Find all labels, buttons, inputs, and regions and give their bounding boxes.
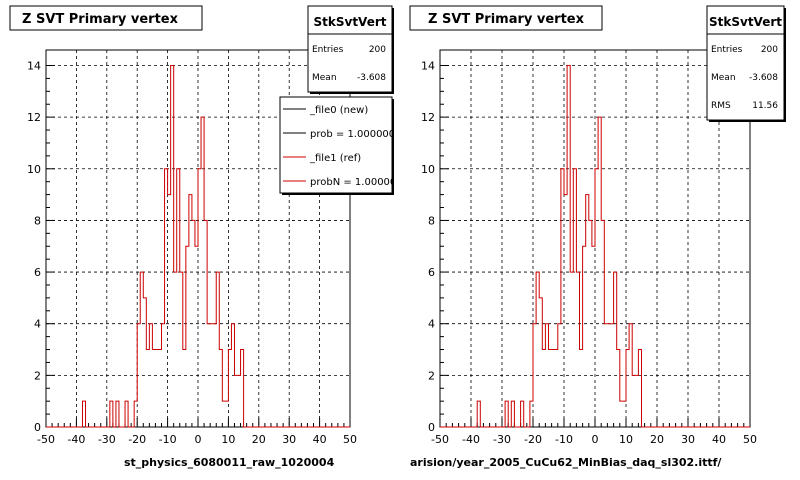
histogram-series-line bbox=[440, 64, 750, 428]
y-tick-label: 0 bbox=[428, 421, 435, 434]
x-tick-label: 30 bbox=[282, 433, 296, 446]
x-tick-label: -30 bbox=[98, 433, 116, 446]
stats-row-label: RMS bbox=[711, 101, 731, 111]
stats-box-frame bbox=[706, 5, 785, 121]
stats-row-label: Entries bbox=[312, 45, 344, 55]
x-tick-label: -10 bbox=[159, 433, 177, 446]
stats-row-label: Mean bbox=[711, 73, 736, 83]
x-tick-label: 40 bbox=[712, 433, 726, 446]
legend-label: probN = 1.000000 bbox=[310, 177, 403, 188]
panel-title-box: Z SVT Primary vertex bbox=[9, 5, 203, 31]
panel-title: Z SVT Primary vertex bbox=[22, 12, 179, 27]
x-tick-label: -50 bbox=[431, 433, 449, 446]
y-tick-label: 10 bbox=[421, 163, 435, 176]
legend-box: _file0 (new) prob = 1.000000 _file1 (ref) p… bbox=[279, 96, 403, 195]
legend-label: _file0 (new) bbox=[309, 105, 368, 116]
x-tick-label: 50 bbox=[743, 433, 757, 446]
y-tick-label: 8 bbox=[34, 214, 41, 227]
legend-label: _file1 (ref) bbox=[309, 153, 361, 164]
stats-box-left: StkSvtVert Entries 200 Mean -3.608 bbox=[307, 5, 394, 94]
x-tick-label: -40 bbox=[462, 433, 480, 446]
stats-row-label: Mean bbox=[312, 73, 337, 83]
y-tick-label: 4 bbox=[428, 318, 435, 331]
stats-row-value: 200 bbox=[369, 45, 386, 55]
footer-filename-right: arision/year_2005_CuCu62_MinBias_daq_sl3… bbox=[410, 456, 722, 469]
panel-title-box: Z SVT Primary vertex bbox=[409, 5, 603, 31]
y-tick-label: 2 bbox=[428, 369, 435, 382]
y-tick-label: 0 bbox=[34, 421, 41, 434]
stats-box-frame bbox=[307, 5, 393, 93]
x-tick-label: -20 bbox=[524, 433, 542, 446]
x-tick-label: 30 bbox=[681, 433, 695, 446]
y-tick-label: 8 bbox=[428, 214, 435, 227]
histogram-panel-right: Z SVT Primary vertex -50 -40 -30 -20 -10 0 10 2… bbox=[409, 5, 786, 446]
stats-row-value: -3.608 bbox=[749, 73, 778, 83]
y-tick-label: 14 bbox=[27, 59, 41, 72]
x-tick-label: -10 bbox=[555, 433, 573, 446]
x-tick-label: -20 bbox=[128, 433, 146, 446]
x-tick-label: 20 bbox=[252, 433, 266, 446]
y-tick-label: 6 bbox=[428, 266, 435, 279]
x-tick-label: -30 bbox=[493, 433, 511, 446]
stats-row-value: -3.608 bbox=[357, 73, 386, 83]
footer-filename-left: st_physics_6080011_raw_1020004 bbox=[124, 456, 335, 469]
y-tick-label: 10 bbox=[27, 163, 41, 176]
y-tick-label: 14 bbox=[421, 59, 435, 72]
x-tick-label: -50 bbox=[37, 433, 55, 446]
stats-box-right: StkSvtVert Entries 200 Mean -3.608 RMS 11.56 bbox=[706, 5, 786, 122]
y-tick-label: 2 bbox=[34, 369, 41, 382]
stats-row-value: 200 bbox=[761, 45, 778, 55]
legend-frame bbox=[279, 96, 393, 194]
x-tick-label: 0 bbox=[195, 433, 202, 446]
y-tick-label: 6 bbox=[34, 266, 41, 279]
stats-row-value: 11.56 bbox=[752, 101, 778, 111]
y-tick-label: 12 bbox=[421, 111, 435, 124]
x-tick-label: 40 bbox=[313, 433, 327, 446]
legend-label: prob = 1.000000 bbox=[310, 129, 395, 140]
x-tick-label: 10 bbox=[221, 433, 235, 446]
stats-box-name: StkSvtVert bbox=[709, 15, 782, 29]
panel-title: Z SVT Primary vertex bbox=[428, 12, 585, 27]
stats-box-name: StkSvtVert bbox=[314, 15, 387, 29]
histogram-panel-left: Z SVT Primary vertex -50 -40 -30 -20 -10 0 10 2… bbox=[9, 5, 403, 446]
y-tick-label: 4 bbox=[34, 318, 41, 331]
plot-area-right: -50 -40 -30 -20 -10 0 10 20 30 40 50 0 2 4 6 8 10 12 14 bbox=[421, 49, 757, 446]
stats-row-label: Entries bbox=[711, 45, 743, 55]
x-tick-label: 0 bbox=[592, 433, 599, 446]
x-tick-label: 50 bbox=[343, 433, 357, 446]
x-tick-label: 10 bbox=[619, 433, 633, 446]
x-tick-label: -40 bbox=[67, 433, 85, 446]
y-tick-label: 12 bbox=[27, 111, 41, 124]
histogram-series-line bbox=[46, 64, 350, 428]
x-tick-label: 20 bbox=[650, 433, 664, 446]
